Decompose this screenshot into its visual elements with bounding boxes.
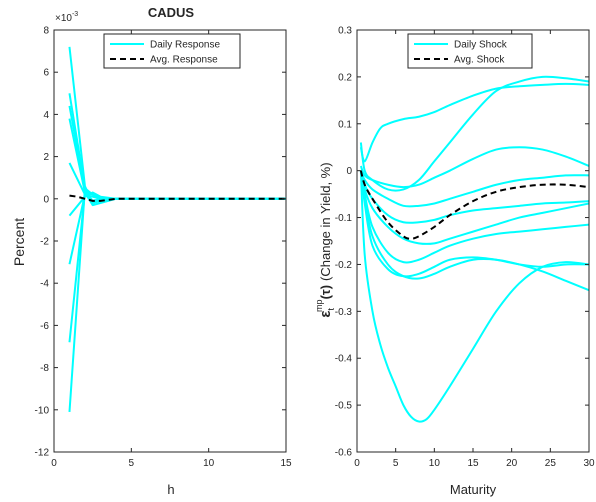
left-chart-y-tick-label: -2 (40, 237, 49, 248)
left-chart-y-tick-label: -10 (35, 405, 50, 416)
left-chart-x-axis-label: h (167, 482, 174, 497)
right-chart-x-tick-label: 20 (506, 458, 518, 469)
left-chart-plot-area (68, 46, 286, 412)
left-chart-y-tick-label: 0 (43, 194, 49, 205)
left-chart-panel: 0 5 10 15 -12 -10 -8 -6 -4 -2 0 2 4 6 8 CADUS h Percen… (11, 5, 292, 497)
left-chart-x-tick-label: 15 (280, 458, 292, 469)
left-chart-y-tick-label: 4 (43, 110, 49, 121)
left-chart-daily-line-8 (68, 191, 286, 343)
right-chart-lines (359, 75, 589, 423)
right-chart-daily-line-6 (359, 170, 589, 245)
right-chart-axes: 0 5 10 15 20 25 30 -0.6 -0.5 -0.4 -0.3 -0.2 -0.1 0 0.1… (335, 26, 595, 470)
right-chart-axes-box (356, 29, 590, 453)
left-chart-legend-label-1: Daily Response (150, 40, 220, 51)
right-chart-x-tick-label: 0 (354, 458, 360, 469)
left-chart-exponent-power: -3 (72, 11, 78, 18)
left-chart-y-tick-label: -12 (35, 448, 50, 459)
left-chart-y-tick-label: 2 (43, 152, 49, 163)
right-chart-y-axis-label: εtmp(τ) (Change in Yield, %) (314, 162, 336, 317)
left-chart-daily-line-2 (68, 93, 286, 203)
right-chart-daily-line-4 (359, 170, 589, 208)
right-chart-x-tick-label: 5 (393, 458, 399, 469)
right-chart-y-tick-label: -0.1 (335, 213, 353, 224)
right-chart-y-tick-label: -0.4 (335, 354, 353, 365)
left-chart-y-tick-label: 8 (43, 26, 49, 37)
left-chart-daily-line-5 (68, 162, 286, 202)
left-chart-legend: Daily Response Avg. Response (103, 33, 241, 69)
left-chart-x-tick-label: 0 (51, 458, 57, 469)
left-chart-y-tick-label: -4 (40, 279, 49, 290)
left-chart-y-tick-label: -8 (40, 363, 49, 374)
right-chart-y-axis-subscript: t (326, 307, 336, 310)
right-chart-y-tick-label: -0.3 (335, 307, 353, 318)
left-chart-daily-line-1 (68, 46, 286, 205)
right-chart-legend: Daily Shock Avg. Shock (407, 33, 533, 69)
right-chart-y-axis-main: (Change in Yield, %) (318, 162, 333, 281)
right-chart-y-tick-label: -0.5 (335, 401, 353, 412)
right-chart-daily-line-3 (359, 146, 589, 189)
left-chart-daily-line-4 (68, 118, 286, 207)
left-chart-daily-line-3 (68, 105, 286, 202)
left-chart-y-axis-label: Percent (11, 218, 27, 266)
left-chart-title: CADUS (148, 5, 195, 20)
left-chart-x-tick-label: 5 (129, 458, 135, 469)
right-chart-plot-area (359, 75, 589, 423)
left-chart-axes-box (53, 29, 287, 453)
right-chart-legend-label-2: Avg. Shock (454, 55, 505, 66)
right-chart-y-tick-label: 0.2 (338, 72, 352, 83)
right-chart-x-axis-label: Maturity (450, 482, 497, 497)
right-chart-x-tick-label: 15 (467, 458, 479, 469)
right-chart-daily-line-7 (359, 170, 589, 264)
left-chart-legend-box (103, 33, 241, 69)
right-chart-x-tick-label: 30 (583, 458, 595, 469)
right-chart-legend-box (407, 33, 533, 69)
left-chart-axes: 0 5 10 15 -12 -10 -8 -6 -4 -2 0 2 4 6 8 (35, 26, 292, 470)
right-chart-daily-line-10 (359, 170, 589, 423)
left-chart-legend-label-2: Avg. Response (150, 55, 218, 66)
right-chart-y-tick-label: 0.1 (338, 119, 352, 130)
right-chart-y-tick-label: -0.2 (335, 260, 353, 271)
right-chart-panel: 0 5 10 15 20 25 30 -0.6 -0.5 -0.4 -0.3 -0.2 -0.1 0 0.1… (314, 26, 595, 498)
right-chart-x-tick-label: 25 (545, 458, 557, 469)
left-chart-exponent-label: ×10-3 (55, 11, 78, 24)
right-chart-y-axis-superscript: mp (314, 299, 324, 312)
left-chart-y-tick-label: -6 (40, 321, 49, 332)
left-chart-average-line (69, 194, 286, 202)
right-chart-daily-line-1 (359, 82, 589, 163)
left-chart-daily-line-7 (68, 193, 286, 265)
left-chart-x-tick-label: 10 (203, 458, 215, 469)
right-chart-x-tick-label: 10 (429, 458, 441, 469)
right-chart-daily-line-8 (359, 170, 589, 292)
right-chart-y-axis-symbol: ε (317, 310, 334, 317)
right-chart-legend-label-1: Daily Shock (454, 40, 508, 51)
left-chart-daily-line-9 (68, 187, 286, 412)
right-chart-daily-line-2 (359, 75, 589, 192)
right-chart-y-axis-arg: (τ) (318, 285, 333, 299)
left-chart-lines (68, 46, 286, 412)
left-chart-daily-line-6 (68, 191, 286, 217)
right-chart-average-line (359, 170, 589, 240)
left-chart-y-tick-label: 6 (43, 68, 49, 79)
right-chart-y-tick-label: 0.3 (338, 26, 352, 37)
right-chart-y-tick-label: 0 (346, 166, 352, 177)
right-chart-y-tick-label: -0.6 (335, 448, 353, 459)
right-chart-daily-line-5 (359, 170, 589, 224)
